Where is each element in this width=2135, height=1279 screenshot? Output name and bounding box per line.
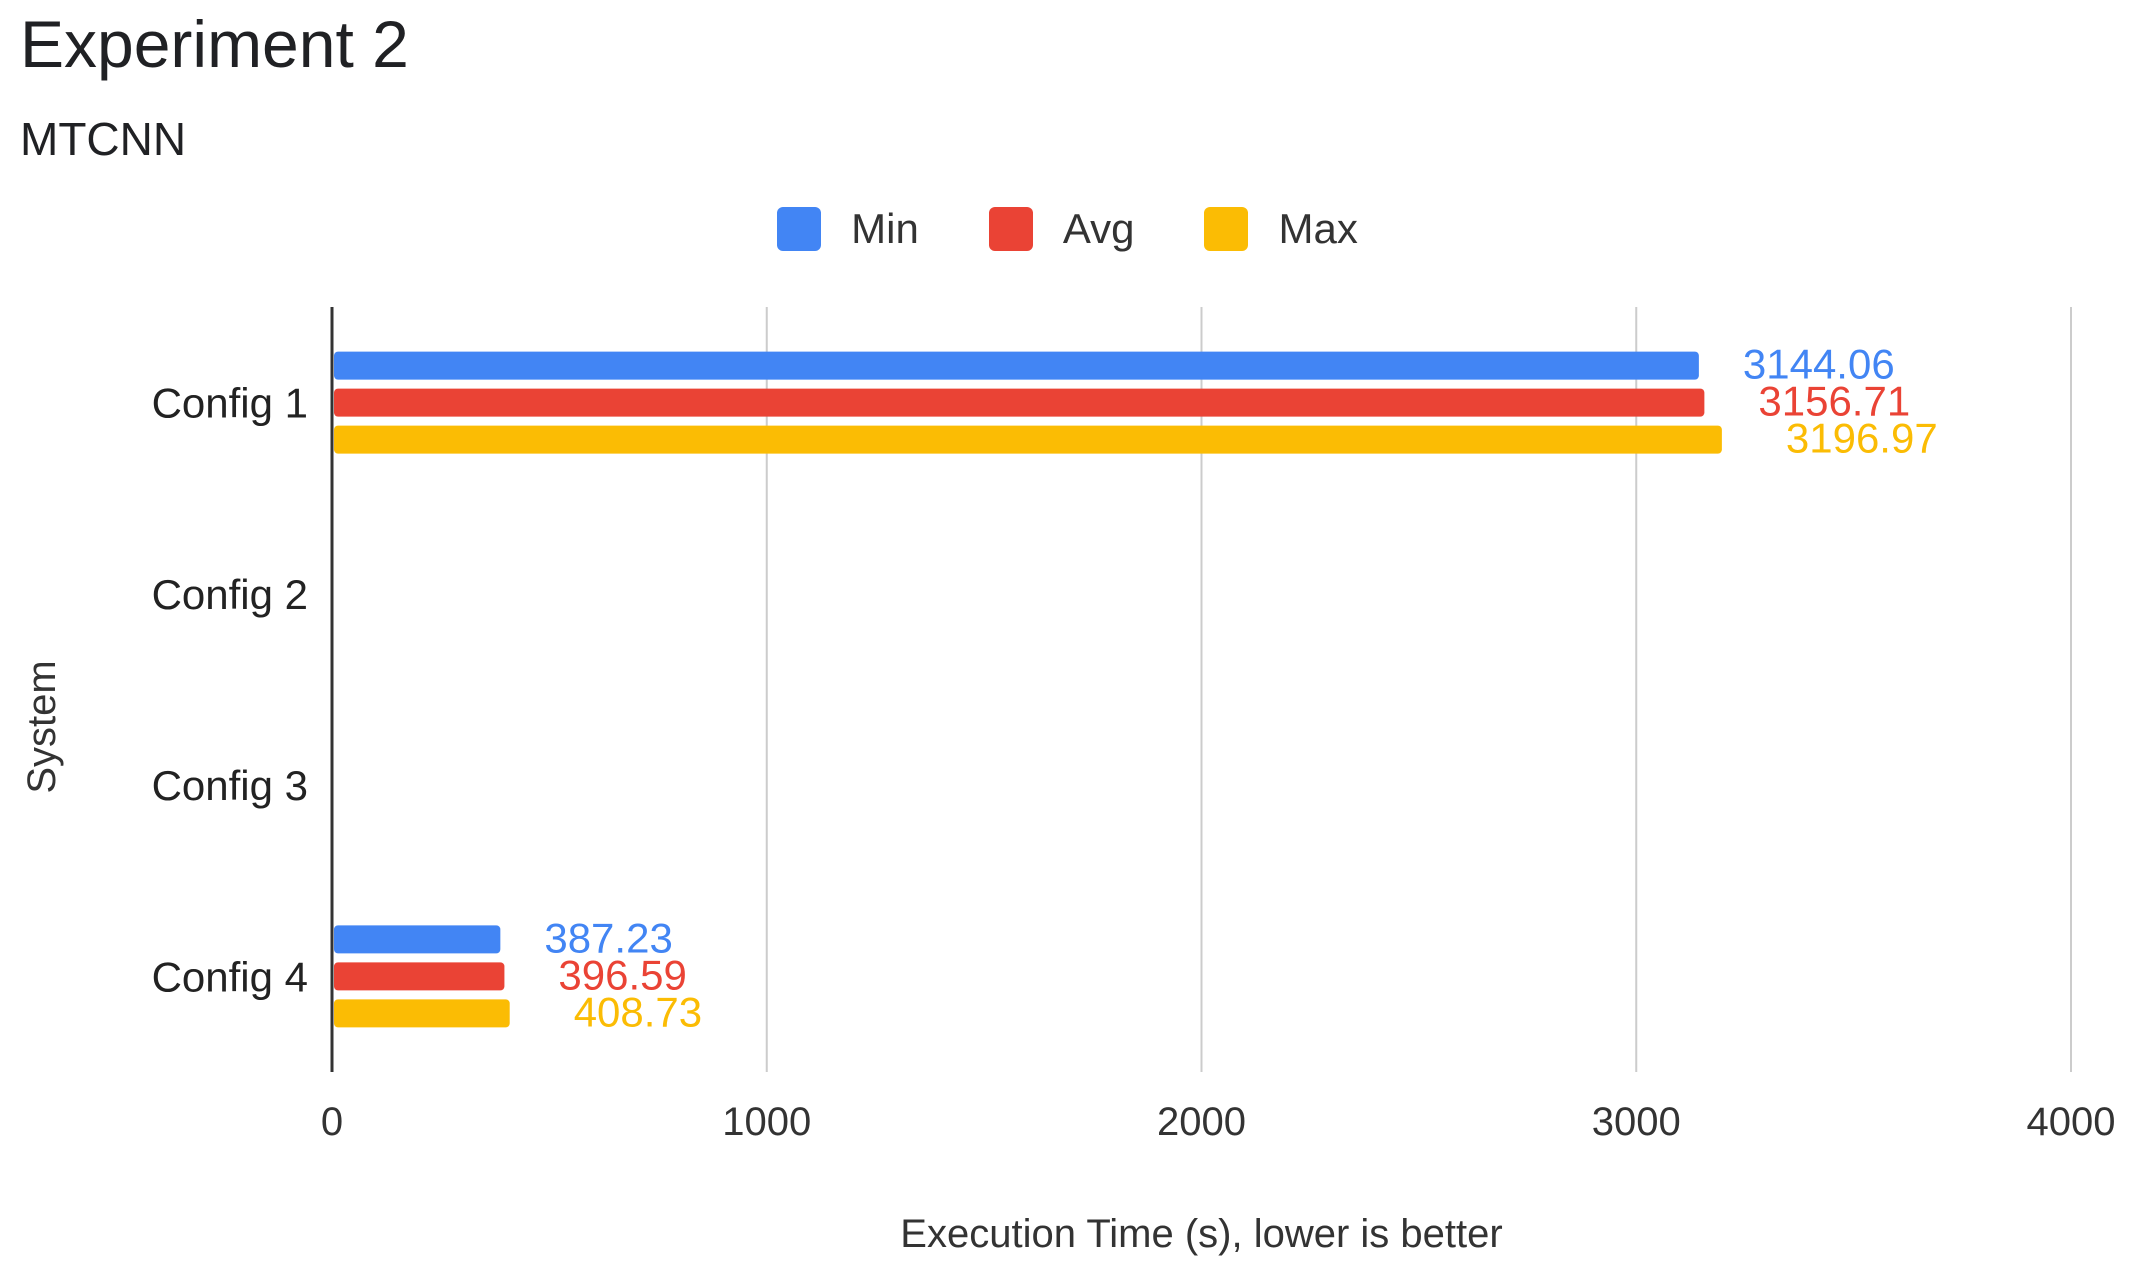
legend-swatch-avg [988,207,1033,251]
data-label-min: 3144.06 [1743,341,1895,388]
data-label-max: 408.73 [574,988,702,1035]
legend-item-min[interactable]: Min [777,205,919,253]
bar-avg [334,388,1705,417]
data-label-max: 3196.97 [1786,415,1938,462]
x-tick-label: 2000 [1157,1100,1246,1144]
legend-swatch-min [777,207,822,251]
x-tick-label: 0 [321,1100,343,1144]
legend: Min Avg Max [0,205,2135,253]
x-tick-label: 1000 [722,1100,811,1144]
x-tick-label: 4000 [2027,1100,2116,1144]
legend-label-min: Min [851,205,919,252]
y-tick-label: Config 1 [152,380,308,427]
legend-item-avg[interactable]: Avg [988,205,1135,253]
chart-subtitle: MTCNN [20,113,187,165]
y-tick-label: Config 2 [152,571,308,618]
legend-label-max: Max [1278,205,1358,252]
chart-title: Experiment 2 [20,7,409,81]
x-axis-title: Execution Time (s), lower is better [900,1212,1502,1256]
x-tick-label: 3000 [1592,1100,1681,1144]
bar-avg [334,962,505,991]
y-tick-label: Config 3 [152,762,308,809]
bar-min [334,351,1699,380]
bar-max [334,425,1722,454]
bar-min [334,925,501,954]
y-tick-label: Config 4 [152,953,308,1000]
legend-label-avg: Avg [1062,205,1135,252]
y-axis-title: System [20,660,64,793]
legend-swatch-max [1204,207,1249,251]
legend-item-max[interactable]: Max [1204,205,1358,253]
bar-max [334,999,510,1028]
data-label-avg: 3156.71 [1758,378,1910,425]
data-label-avg: 396.59 [558,951,686,998]
data-label-min: 387.23 [544,914,672,961]
